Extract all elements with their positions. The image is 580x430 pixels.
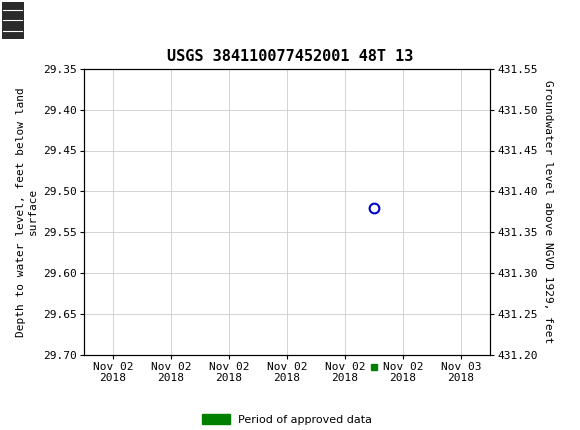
- Legend: Period of approved data: Period of approved data: [197, 410, 377, 429]
- Text: ≈USGS: ≈USGS: [5, 12, 64, 27]
- Y-axis label: Groundwater level above NGVD 1929, feet: Groundwater level above NGVD 1929, feet: [543, 80, 553, 344]
- Text: USGS 384110077452001 48T 13: USGS 384110077452001 48T 13: [167, 49, 413, 64]
- Y-axis label: Depth to water level, feet below land
surface: Depth to water level, feet below land su…: [16, 87, 38, 337]
- Text: USGS: USGS: [24, 11, 75, 29]
- Bar: [2, 2, 68, 39]
- Bar: [2, 2, 24, 39]
